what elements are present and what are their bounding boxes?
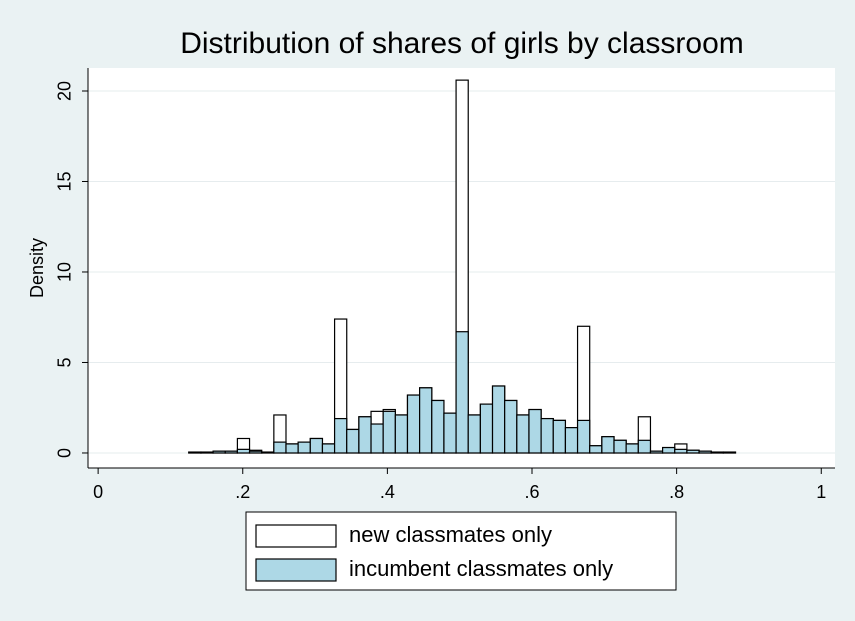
bar xyxy=(576,419,591,454)
x-tick-label: .8 xyxy=(669,482,684,502)
bar xyxy=(248,450,263,454)
legend-swatch xyxy=(255,524,337,548)
y-tick-label: 0 xyxy=(55,448,75,458)
bar xyxy=(224,450,239,454)
y-tick-label: 10 xyxy=(55,262,75,282)
bar xyxy=(419,387,433,454)
bar xyxy=(188,451,202,454)
legend-label: new classmates only xyxy=(349,522,552,547)
x-tick-label: .6 xyxy=(524,482,539,502)
bar xyxy=(479,403,494,454)
x-tick-label: 0 xyxy=(93,482,103,502)
y-axis-label: Density xyxy=(27,238,47,298)
bar xyxy=(467,414,481,454)
bar xyxy=(625,443,639,454)
bar xyxy=(261,451,275,454)
bar xyxy=(406,394,421,454)
bar xyxy=(491,385,506,454)
bar xyxy=(273,441,287,454)
bar xyxy=(601,436,615,454)
bar xyxy=(649,450,664,454)
bar xyxy=(236,448,251,454)
bar xyxy=(285,443,299,454)
bar xyxy=(637,439,652,454)
bar xyxy=(564,427,579,454)
bar xyxy=(710,451,724,454)
bar xyxy=(552,419,567,454)
bar xyxy=(443,412,457,454)
x-tick-label: 1 xyxy=(816,482,826,502)
bar xyxy=(358,416,372,454)
chart-title: Distribution of shares of girls by class… xyxy=(180,27,744,60)
bar xyxy=(528,408,542,454)
bar xyxy=(212,450,226,454)
legend-label: incumbent classmates only xyxy=(349,556,613,581)
bar xyxy=(431,399,445,454)
bar xyxy=(516,414,530,454)
bar xyxy=(200,451,214,454)
bar xyxy=(309,437,324,454)
y-tick-label: 5 xyxy=(55,357,75,367)
bar xyxy=(382,410,396,454)
bar xyxy=(394,414,409,454)
x-tick-label: .4 xyxy=(380,482,395,502)
bar xyxy=(370,423,384,454)
legend-swatch xyxy=(255,558,337,582)
bar xyxy=(722,451,737,454)
bar xyxy=(613,439,627,454)
bar xyxy=(540,417,554,454)
bar xyxy=(698,450,712,454)
bar xyxy=(297,441,311,454)
bar xyxy=(504,399,518,454)
bar xyxy=(662,446,676,454)
x-tick-label: .2 xyxy=(235,482,250,502)
y-tick-label: 15 xyxy=(55,171,75,191)
bar xyxy=(455,331,469,454)
bar xyxy=(321,443,336,454)
bar xyxy=(686,449,700,454)
bar xyxy=(589,445,603,454)
bar xyxy=(674,448,688,454)
y-tick-label: 20 xyxy=(55,81,75,101)
bar xyxy=(333,417,348,454)
bar xyxy=(346,428,360,454)
